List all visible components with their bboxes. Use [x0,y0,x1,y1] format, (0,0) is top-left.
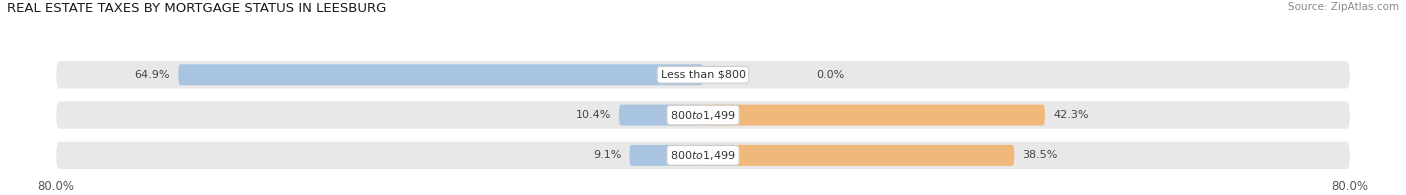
FancyBboxPatch shape [179,64,703,85]
FancyBboxPatch shape [56,61,1350,89]
FancyBboxPatch shape [630,145,703,166]
Text: 9.1%: 9.1% [593,150,621,160]
FancyBboxPatch shape [56,142,1350,169]
FancyBboxPatch shape [619,105,703,126]
Text: 10.4%: 10.4% [575,110,610,120]
Text: 38.5%: 38.5% [1022,150,1057,160]
Text: REAL ESTATE TAXES BY MORTGAGE STATUS IN LEESBURG: REAL ESTATE TAXES BY MORTGAGE STATUS IN … [7,2,387,15]
Text: Less than $800: Less than $800 [661,70,745,80]
FancyBboxPatch shape [703,145,1014,166]
Text: $800 to $1,499: $800 to $1,499 [671,109,735,121]
FancyBboxPatch shape [56,101,1350,129]
Text: 0.0%: 0.0% [817,70,845,80]
Text: $800 to $1,499: $800 to $1,499 [671,149,735,162]
FancyBboxPatch shape [703,105,1045,126]
Text: 64.9%: 64.9% [135,70,170,80]
Text: Source: ZipAtlas.com: Source: ZipAtlas.com [1288,2,1399,12]
Text: 42.3%: 42.3% [1053,110,1088,120]
